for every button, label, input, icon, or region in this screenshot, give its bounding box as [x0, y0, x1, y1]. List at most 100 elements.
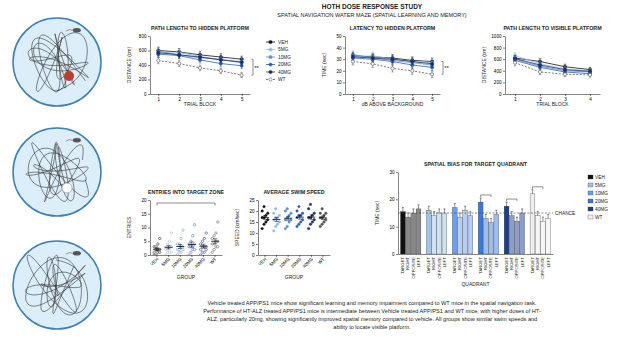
- bar: [442, 213, 447, 254]
- point: [199, 254, 201, 255]
- legend-swatch: [588, 215, 593, 219]
- tick: 0: [339, 92, 345, 97]
- error-bar: [220, 57, 222, 63]
- tick-label: WT: [209, 256, 218, 265]
- point: [298, 223, 300, 225]
- point: [371, 62, 374, 65]
- bar: [494, 214, 499, 254]
- point: [155, 246, 157, 248]
- point: [538, 63, 541, 66]
- legend-label: 10MG: [278, 55, 291, 60]
- point: [211, 237, 213, 239]
- error-bar: [178, 51, 180, 58]
- legend-label: WT: [595, 215, 603, 220]
- tick-mark: [148, 36, 150, 37]
- legend-marker: [269, 48, 272, 51]
- mean-line: [153, 249, 161, 250]
- error-bar: [412, 209, 414, 213]
- tick-mark: [590, 94, 591, 96]
- tick-label: 5: [431, 97, 434, 102]
- error-bar: [402, 208, 404, 212]
- error-bar: [485, 214, 487, 218]
- plot-marks: [513, 53, 591, 78]
- error-bar: [443, 209, 445, 213]
- axis-title: ENTRIES: [126, 216, 132, 238]
- tick-label: 10: [336, 80, 342, 85]
- error-bar: [309, 215, 313, 219]
- error-bar: [213, 239, 217, 244]
- tick-mark: [396, 227, 398, 228]
- error-bar: [438, 209, 440, 213]
- point: [371, 56, 374, 59]
- error-bar: [157, 49, 159, 56]
- error-bar: [537, 212, 539, 216]
- legend-label: 40MG: [278, 70, 291, 75]
- tick-label: 10MG: [170, 256, 183, 269]
- legend-swatch: [588, 183, 593, 187]
- axis: 0102030: [389, 170, 398, 257]
- error-bar: [589, 73, 591, 78]
- error-bar: [418, 205, 420, 209]
- point: [273, 230, 275, 232]
- tick: 0: [499, 92, 505, 97]
- tick: 1000: [491, 34, 505, 39]
- bar-chart: 0102030CHANCETARGETRIGHTOPPOSITELEFTTARG…: [374, 161, 608, 287]
- point: [391, 67, 394, 70]
- tick-label: 2: [178, 97, 181, 102]
- error-bar: [391, 56, 393, 63]
- tick: 0: [392, 252, 398, 257]
- axis-line: [151, 94, 251, 95]
- error-bar: [286, 216, 290, 220]
- axis: 01020304050: [336, 34, 345, 97]
- tick-mark: [256, 211, 258, 212]
- tick-label: 15: [141, 212, 147, 217]
- error-bar: [240, 60, 242, 66]
- legend-label: 40MG: [595, 207, 608, 212]
- point: [240, 60, 243, 63]
- axis: 05101520: [141, 198, 150, 258]
- point: [166, 243, 168, 245]
- point: [411, 60, 414, 63]
- point: [188, 254, 190, 255]
- tick-mark: [256, 222, 258, 223]
- tick-mark: [393, 94, 394, 96]
- tick-label: LEFT: [546, 257, 551, 268]
- chart-title: PATH LENGTH TO VISIBLE PLATFORM: [503, 25, 602, 31]
- point: [309, 203, 311, 205]
- point: [273, 212, 275, 214]
- tick-mark: [373, 94, 374, 96]
- significance-bracket: [157, 203, 215, 206]
- figure: HOTH DOSE RESPONSE STUDYSPATIAL NAVIGATI…: [0, 0, 624, 351]
- error-bar: [157, 48, 159, 55]
- tick: 20: [141, 198, 150, 203]
- axis-title: DISTANCE (cm): [126, 47, 132, 84]
- error-bar: [178, 52, 180, 59]
- tick-mark: [158, 94, 159, 96]
- tick: 10MG: [278, 255, 291, 269]
- axis: 0200400600800: [139, 34, 151, 97]
- tick-label: LEFT: [416, 257, 421, 268]
- tick-mark: [168, 255, 169, 257]
- tick: 1: [352, 94, 355, 102]
- tick: 200: [494, 80, 505, 85]
- bar: [478, 202, 483, 254]
- error-bar: [201, 244, 205, 248]
- tick-label: 0: [392, 252, 395, 257]
- tick-label: 20MG: [290, 256, 303, 269]
- point: [321, 208, 323, 210]
- point: [323, 221, 325, 223]
- tick: 0: [252, 253, 258, 258]
- error-bar: [298, 215, 302, 219]
- chart-title: PATH LENGTH TO HIDDEN PLATFORM: [151, 25, 249, 31]
- legend-label: VEH: [595, 175, 605, 180]
- error-bar: [240, 59, 242, 65]
- maze-illustration: [13, 128, 101, 216]
- point: [178, 62, 181, 65]
- point: [170, 232, 172, 234]
- error-bar: [454, 203, 456, 207]
- tick-mark: [256, 244, 258, 245]
- point: [300, 221, 302, 223]
- point: [157, 59, 160, 62]
- axis: [399, 254, 554, 255]
- axis-line: [150, 37, 151, 95]
